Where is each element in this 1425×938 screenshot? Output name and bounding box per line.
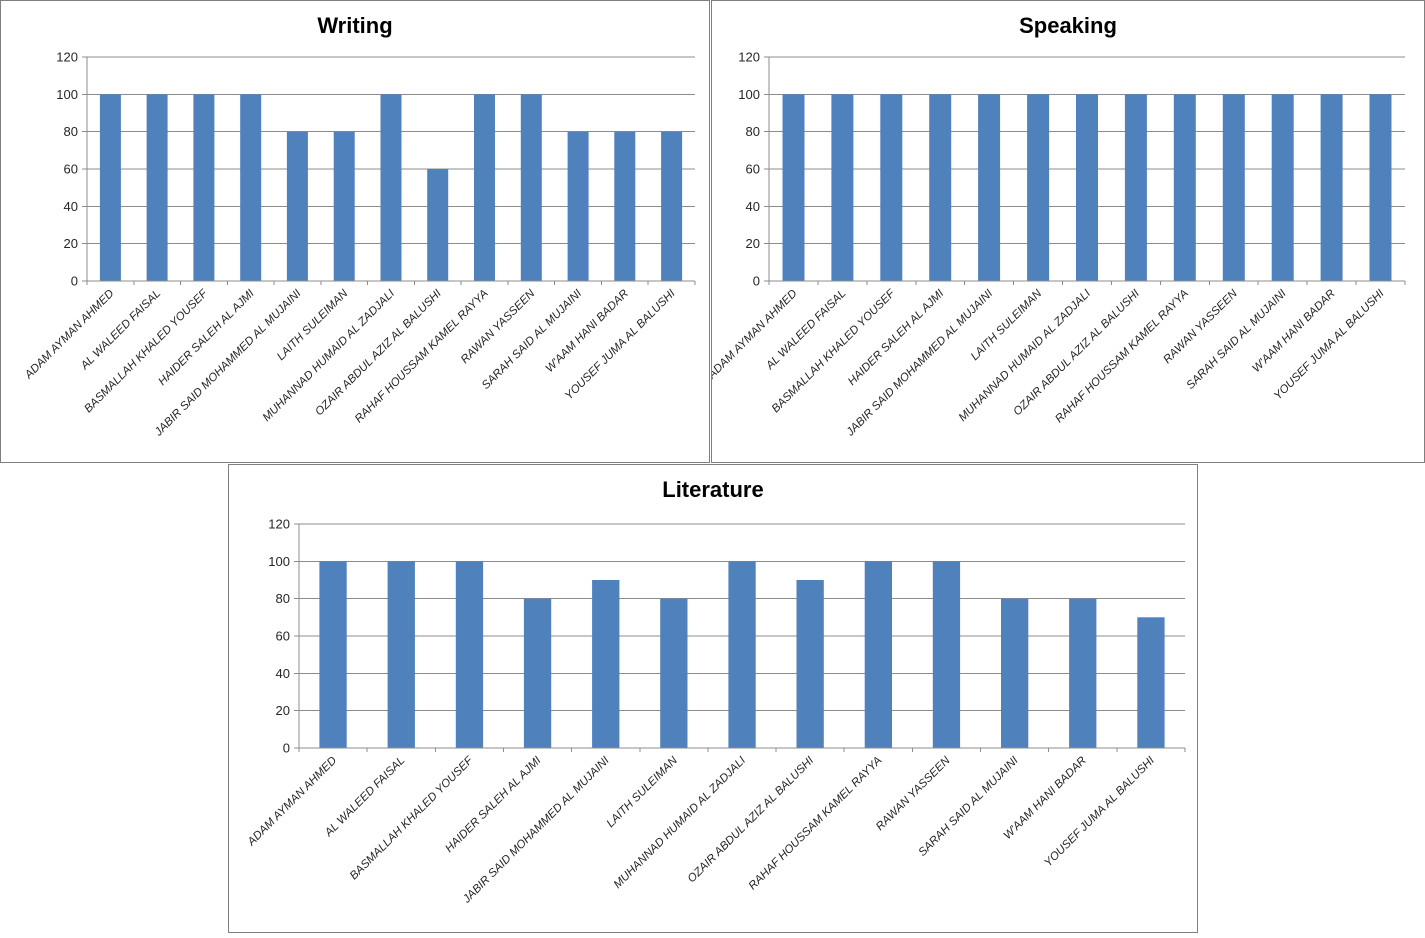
category-label: ADAM AYMAN AHMED bbox=[712, 288, 800, 382]
y-tick-label: 120 bbox=[56, 50, 78, 65]
category-label: RAWAN YASSEEN bbox=[874, 754, 953, 833]
bar-0 bbox=[782, 94, 805, 281]
bar-10 bbox=[1271, 94, 1294, 281]
bar-9 bbox=[1222, 94, 1245, 281]
writing-chart: 0 20 40 60 80 100 120 ADAM AYMAN AHMED AL WALEED… bbox=[0, 0, 710, 463]
category-label: HAIDER SALEH AL AJMI bbox=[156, 287, 257, 388]
bar-1 bbox=[387, 561, 415, 748]
y-tick-label: 20 bbox=[276, 703, 290, 718]
bar-11 bbox=[1320, 94, 1343, 281]
category-label: W'AAM HANI BADAR bbox=[544, 288, 631, 375]
bar-4 bbox=[592, 580, 620, 748]
bar-3 bbox=[523, 598, 552, 748]
bar-4 bbox=[978, 94, 1001, 281]
y-tick-label: 80 bbox=[746, 124, 760, 139]
speaking-chart: 0 20 40 60 80 100 120 ADAM AYMAN AHMED AL WALEED… bbox=[711, 0, 1425, 463]
bar-2 bbox=[193, 94, 215, 281]
bar-8 bbox=[1173, 94, 1196, 281]
category-label: AL WALEED FAISAL bbox=[763, 288, 848, 373]
bar-0 bbox=[319, 561, 347, 748]
category-label: ADAM AYMAN AHMED bbox=[22, 288, 116, 382]
bar-12 bbox=[1369, 94, 1392, 281]
bar-7 bbox=[796, 580, 824, 748]
category-label: HAIDER SALEH AL AJMI bbox=[846, 287, 947, 388]
bar-7 bbox=[427, 169, 449, 281]
bar-2 bbox=[880, 94, 903, 281]
y-tick-label: 40 bbox=[276, 666, 290, 681]
y-tick-label: 60 bbox=[746, 162, 760, 177]
category-label: SARAH SAID AL MUJAINI bbox=[1185, 287, 1290, 392]
bar-11 bbox=[614, 131, 636, 281]
y-tick-label: 0 bbox=[71, 274, 78, 289]
y-tick-label: 60 bbox=[64, 162, 78, 177]
bar-6 bbox=[380, 94, 402, 281]
category-label: JABIR SAID MOHAMMED AL MUJAINI bbox=[460, 754, 612, 906]
bar-2 bbox=[455, 561, 484, 748]
bar-5 bbox=[660, 598, 688, 748]
bar-3 bbox=[929, 94, 952, 281]
y-tick-label: 80 bbox=[64, 124, 78, 139]
y-tick-label: 40 bbox=[64, 199, 78, 214]
bar-6 bbox=[1076, 94, 1098, 281]
bar-10 bbox=[567, 131, 589, 281]
bar-3 bbox=[240, 94, 262, 281]
category-label: YOUSEF JUMA AL BALUSHI bbox=[1042, 754, 1157, 869]
y-tick-label: 100 bbox=[56, 87, 78, 102]
category-label: YOUSEF JUMA AL BALUSHI bbox=[1272, 287, 1387, 402]
chart-title: Writing bbox=[317, 13, 393, 38]
bar-8 bbox=[474, 94, 495, 281]
bar-9 bbox=[520, 94, 542, 281]
y-tick-label: 0 bbox=[283, 741, 290, 756]
chart-title: Literature bbox=[662, 477, 764, 502]
bar-12 bbox=[1137, 617, 1165, 748]
bar-11 bbox=[1069, 598, 1097, 748]
bar-6 bbox=[728, 561, 756, 748]
bar-10 bbox=[1001, 598, 1029, 748]
category-label: AL WALEED FAISAL bbox=[78, 288, 163, 373]
y-tick-label: 40 bbox=[746, 199, 760, 214]
bar-5 bbox=[1027, 94, 1050, 281]
category-label: RAHAF HOUSSAM KAMEL RAYYA bbox=[747, 754, 885, 892]
bar-9 bbox=[932, 561, 961, 748]
category-label: SARAH SAID AL MUJAINI bbox=[480, 287, 585, 392]
category-label: MUHANNAD HUMAID AL ZADJALI bbox=[612, 754, 749, 891]
chart-title: Speaking bbox=[1019, 13, 1117, 38]
bar-1 bbox=[831, 94, 854, 281]
y-tick-label: 80 bbox=[276, 591, 290, 606]
category-label: BASMALLAH KHALED YOUSEF bbox=[348, 754, 476, 882]
bar-4 bbox=[286, 131, 308, 281]
category-label: ADAM AYMAN AHMED bbox=[245, 755, 339, 849]
category-label: LAITH SULEIMAN bbox=[605, 754, 681, 830]
y-tick-label: 60 bbox=[276, 629, 290, 644]
literature-chart: 0 20 40 60 80 100 120 ADAM AYMAN AHMED AL WALEED… bbox=[228, 464, 1198, 933]
bar-12 bbox=[661, 131, 683, 281]
bar-7 bbox=[1124, 94, 1147, 281]
y-tick-label: 20 bbox=[746, 236, 760, 251]
y-tick-label: 20 bbox=[64, 236, 78, 251]
category-label: OZAIR ABDUL AZIZ AL BALUSHI bbox=[686, 754, 817, 885]
y-tick-label: 100 bbox=[738, 87, 760, 102]
y-tick-label: 120 bbox=[268, 517, 290, 532]
y-tick-label: 0 bbox=[753, 274, 760, 289]
bar-0 bbox=[99, 94, 121, 281]
bar-1 bbox=[146, 94, 168, 281]
bar-8 bbox=[864, 561, 892, 748]
category-label: W'AAM HANI BADAR bbox=[1250, 288, 1337, 375]
y-tick-label: 100 bbox=[268, 554, 290, 569]
y-tick-label: 120 bbox=[738, 50, 760, 65]
bar-5 bbox=[333, 131, 355, 281]
